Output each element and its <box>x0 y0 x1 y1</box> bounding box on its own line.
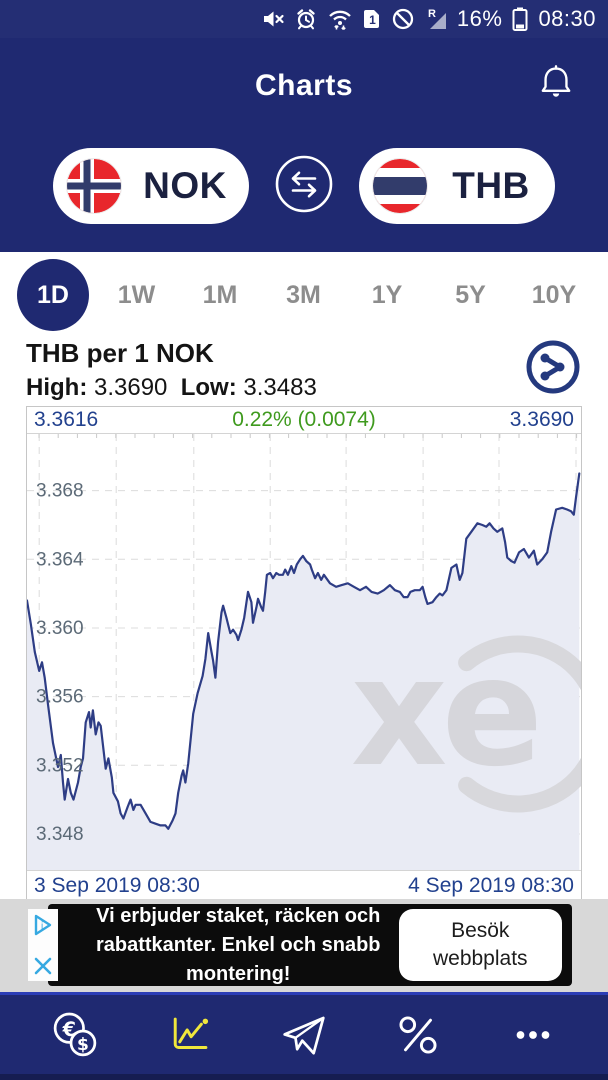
chart-close-value: 3.3690 <box>509 408 574 431</box>
ad-choices-panel: i <box>28 909 58 981</box>
tab-1w[interactable]: 1W <box>117 280 156 309</box>
high-value: 3.3690 <box>93 374 168 402</box>
svg-text:3.364: 3.364 <box>36 549 84 570</box>
tab-3m[interactable]: 3M <box>286 280 321 309</box>
share-button[interactable] <box>524 340 582 398</box>
svg-text:3.352: 3.352 <box>36 755 84 776</box>
notifications-button[interactable] <box>534 64 578 108</box>
share-icon <box>524 338 582 401</box>
svg-text:3.356: 3.356 <box>36 687 84 708</box>
chart-heading: THB per 1 NOK High: 3.3690 Low: 3.3483 <box>0 338 608 406</box>
high-label: High: <box>26 374 88 402</box>
roaming-signal-icon: R <box>424 7 448 31</box>
chart-high-low: High: 3.3690 Low: 3.3483 <box>26 374 582 402</box>
xe-watermark: xe <box>351 626 581 813</box>
bottom-navigation: € $ <box>0 992 608 1080</box>
svg-text:3.348: 3.348 <box>36 824 84 845</box>
tab-1d[interactable]: 1D <box>17 259 89 331</box>
do-not-disturb-icon <box>391 7 415 31</box>
chart-plot-area[interactable]: xe 3.348 3.352 3.356 3.360 3.364 3.368 <box>27 434 581 870</box>
ad-close-icon[interactable] <box>32 955 54 977</box>
x-axis-end-label: 4 Sep 2019 08:30 <box>408 873 574 897</box>
page-title: Charts <box>254 69 354 102</box>
tab-10y[interactable]: 10Y <box>531 280 577 309</box>
chart-open-value: 3.3616 <box>34 408 99 431</box>
battery-percent: 16% <box>456 6 503 31</box>
chart-topbar: 3.3616 0.22% (0.0074) 3.3690 <box>27 407 581 434</box>
app-header-block: 1 R 16% 08:30 Charts <box>0 0 608 252</box>
base-currency-code: NOK <box>143 165 227 206</box>
chart-box: 3.3616 0.22% (0.0074) 3.3690 xe 3.348 3.35… <box>26 406 582 901</box>
nav-charts-active[interactable] <box>155 1008 225 1068</box>
chart-title: THB per 1 NOK <box>26 338 214 368</box>
clock-time: 08:30 <box>538 6 596 31</box>
bell-icon <box>536 63 576 110</box>
send-icon <box>279 1010 329 1065</box>
charts-icon <box>165 1010 215 1065</box>
app-bar: Charts <box>0 38 608 134</box>
low-label: Low: <box>180 374 237 402</box>
chart-change-value: 0.22% (0.0074) <box>232 408 376 431</box>
wifi-arrows-icon <box>327 7 353 31</box>
x-axis-start-label: 3 Sep 2019 08:30 <box>34 873 200 897</box>
svg-text:xe: xe <box>351 626 538 800</box>
rate-line-chart: xe 3.348 3.352 3.356 3.360 3.364 3.368 <box>27 434 581 870</box>
nav-currency-converter[interactable]: € $ <box>40 1008 110 1068</box>
quote-currency-button[interactable]: THB <box>359 148 555 224</box>
nav-rates[interactable] <box>383 1008 453 1068</box>
svg-text:3.368: 3.368 <box>36 481 84 502</box>
swap-arrows-icon <box>273 153 335 220</box>
adchoices-icon[interactable]: i <box>32 913 54 937</box>
thailand-flag-icon <box>373 159 427 213</box>
status-bar: 1 R 16% 08:30 <box>0 0 608 38</box>
svg-text:1: 1 <box>369 13 376 27</box>
battery-icon <box>511 6 529 32</box>
quote-currency-code: THB <box>452 165 530 206</box>
muted-speaker-icon <box>261 7 285 31</box>
base-currency-button[interactable]: NOK <box>53 148 249 224</box>
ad-visit-button[interactable]: Besök webbplats <box>398 908 562 982</box>
nav-send[interactable] <box>269 1008 339 1068</box>
swap-currencies-button[interactable] <box>273 155 335 217</box>
sim-1-icon: 1 <box>362 7 382 31</box>
svg-text:R: R <box>428 8 436 20</box>
more-dots-icon <box>508 1010 558 1065</box>
chart-x-axis: 3 Sep 2019 08:30 4 Sep 2019 08:30 <box>27 870 581 900</box>
nav-more[interactable] <box>498 1008 568 1068</box>
ad-banner-strip: Vi erbjuder staket, räcken och rabattkan… <box>0 899 608 992</box>
currency-converter-icon: € $ <box>50 1010 100 1065</box>
tab-1y[interactable]: 1Y <box>371 280 403 309</box>
period-tabs: 1D 1W 1M 3M 1Y 5Y 10Y <box>0 252 608 338</box>
currency-pair-selector: NOK THB <box>0 134 608 252</box>
svg-text:3.360: 3.360 <box>36 618 84 639</box>
ad-text: Vi erbjuder staket, räcken och rabattkan… <box>95 904 381 985</box>
svg-text:i: i <box>41 921 43 932</box>
norway-flag-icon <box>67 159 121 213</box>
alarm-icon <box>294 7 318 31</box>
svg-text:$: $ <box>77 1035 89 1055</box>
low-value: 3.3483 <box>243 374 317 402</box>
ad-banner[interactable]: Vi erbjuder staket, räcken och rabattkan… <box>48 904 572 986</box>
tab-1m[interactable]: 1M <box>202 280 238 309</box>
tab-5y[interactable]: 5Y <box>455 280 486 309</box>
percent-icon <box>393 1010 443 1065</box>
